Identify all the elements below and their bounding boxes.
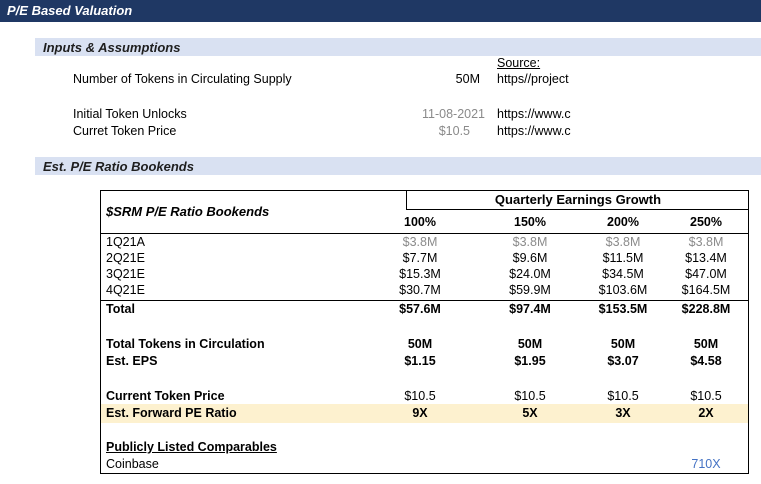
cell-3q21e-250: $47.0M — [685, 267, 727, 281]
row-label-4q21e: 4Q21E — [106, 283, 145, 297]
col-header-250: 250% — [690, 215, 722, 229]
input-label-price: Curret Token Price — [73, 124, 177, 138]
pe-ratio-highlight — [101, 404, 748, 423]
input-source-unlocks[interactable]: https://www.c — [497, 107, 571, 121]
cell-4q21e-200: $103.6M — [598, 283, 648, 297]
cell-eps-100: $1.15 — [404, 354, 436, 368]
title-bar: P/E Based Valuation — [0, 0, 761, 22]
cell-total-200: $153.5M — [598, 302, 648, 316]
bookends-section-title: Est. P/E Ratio Bookends — [43, 159, 194, 174]
cell-price-250: $10.5 — [690, 389, 722, 403]
row-label-price: Current Token Price — [106, 389, 225, 403]
cell-1q21a-100: $3.8M — [402, 235, 438, 249]
cell-eps-250: $4.58 — [690, 354, 722, 368]
total-top-rule — [101, 300, 748, 301]
col-header-150: 150% — [514, 215, 546, 229]
growth-header-underline — [406, 209, 749, 210]
input-source-tokens[interactable]: https//project — [497, 72, 569, 86]
col-header-100: 100% — [404, 215, 436, 229]
comparable-value-coinbase: 710X — [691, 457, 721, 471]
col-header-200: 200% — [607, 215, 639, 229]
cell-3q21e-150: $24.0M — [509, 267, 551, 281]
cell-pe-250: 2X — [698, 406, 714, 420]
comparables-header: Publicly Listed Comparables — [106, 440, 277, 454]
cell-total-100: $57.6M — [399, 302, 441, 316]
cell-3q21e-100: $15.3M — [399, 267, 441, 281]
input-source-price[interactable]: https://www.c — [497, 124, 571, 138]
row-label-eps: Est. EPS — [106, 354, 158, 368]
cell-1q21a-150: $3.8M — [512, 235, 548, 249]
input-value-tokens[interactable]: 50M — [455, 72, 480, 86]
cell-eps-200: $3.07 — [607, 354, 639, 368]
cell-total-150: $97.4M — [509, 302, 551, 316]
row-label-2q21e: 2Q21E — [106, 251, 145, 265]
cell-4q21e-150: $59.9M — [509, 283, 551, 297]
input-label-tokens: Number of Tokens in Circulating Supply — [73, 72, 292, 86]
inputs-section-header: Inputs & Assumptions — [35, 38, 761, 56]
cell-3q21e-200: $34.5M — [602, 267, 644, 281]
cell-price-150: $10.5 — [514, 389, 546, 403]
cell-price-100: $10.5 — [404, 389, 436, 403]
row-label-total: Total — [106, 302, 135, 316]
cell-pe-100: 9X — [412, 406, 428, 420]
cell-1q21a-200: $3.8M — [605, 235, 641, 249]
input-value-unlocks[interactable]: 11-08-2021 — [421, 107, 485, 121]
comparable-label-coinbase: Coinbase — [106, 457, 159, 471]
page-title: P/E Based Valuation — [7, 3, 133, 18]
cell-2q21e-250: $13.4M — [685, 251, 727, 265]
cell-pe-200: 3X — [615, 406, 631, 420]
header-bottom-rule — [101, 233, 748, 234]
row-label-1q21a: 1Q21A — [106, 235, 145, 249]
cell-pe-150: 5X — [522, 406, 538, 420]
cell-total-250: $228.8M — [681, 302, 731, 316]
growth-header: Quarterly Earnings Growth — [494, 192, 662, 207]
cell-2q21e-100: $7.7M — [402, 251, 438, 265]
row-label-pe: Est. Forward PE Ratio — [106, 406, 237, 420]
cell-tokens-200: 50M — [610, 337, 636, 351]
cell-2q21e-150: $9.6M — [512, 251, 548, 265]
input-label-unlocks: Initial Token Unlocks — [73, 107, 187, 121]
cell-2q21e-200: $11.5M — [602, 251, 644, 265]
source-label: Source: — [497, 56, 541, 70]
cell-tokens-250: 50M — [693, 337, 719, 351]
inputs-section-title: Inputs & Assumptions — [43, 40, 181, 55]
row-label-tokens: Total Tokens in Circulation — [106, 337, 265, 351]
growth-header-divider — [406, 190, 407, 210]
row-label-3q21e: 3Q21E — [106, 267, 145, 281]
cell-4q21e-100: $30.7M — [399, 283, 441, 297]
cell-eps-150: $1.95 — [514, 354, 546, 368]
cell-1q21a-250: $3.8M — [688, 235, 724, 249]
input-value-price[interactable]: $10.5 — [438, 124, 470, 138]
cell-price-200: $10.5 — [607, 389, 639, 403]
table-title: $SRM P/E Ratio Bookends — [106, 204, 270, 219]
bookends-section-header: Est. P/E Ratio Bookends — [35, 157, 761, 175]
cell-4q21e-250: $164.5M — [681, 283, 731, 297]
cell-tokens-150: 50M — [517, 337, 543, 351]
cell-tokens-100: 50M — [407, 337, 433, 351]
bookends-table — [100, 190, 749, 474]
